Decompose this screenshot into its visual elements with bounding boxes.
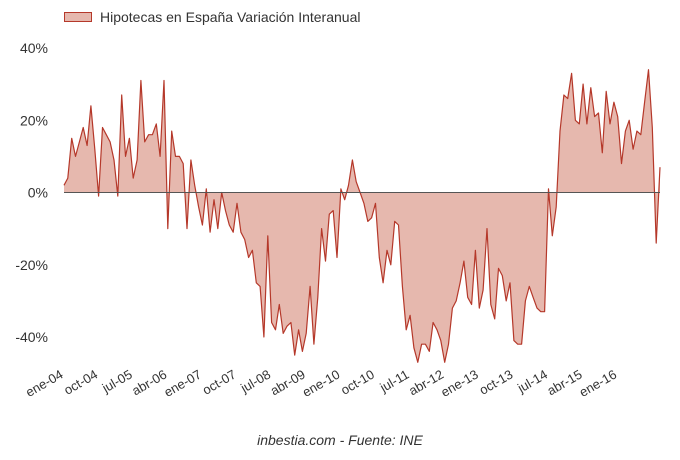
y-tick-label: -40%: [15, 329, 48, 345]
x-tick-label: abr-15: [545, 367, 585, 399]
legend-swatch: [64, 12, 92, 22]
y-tick-label: 20%: [20, 112, 48, 128]
legend: Hipotecas en España Variación Interanual: [64, 9, 360, 25]
x-tick-label: ene-13: [438, 367, 481, 400]
x-tick-label: ene-04: [23, 367, 66, 400]
x-tick-label: ene-16: [577, 367, 620, 400]
x-tick-label: oct-13: [477, 367, 516, 398]
x-tick-label: oct-04: [61, 367, 100, 398]
x-tick-label: jul-11: [376, 367, 411, 396]
x-tick-label: abr-09: [268, 367, 308, 399]
y-tick-label: 0%: [28, 185, 48, 201]
y-axis: 40% 20% 0% -20% -40%: [15, 40, 48, 345]
x-tick-label: jul-08: [237, 367, 273, 396]
x-tick-label: oct-10: [338, 367, 377, 398]
series-area-fill: [64, 69, 660, 363]
x-tick-label: ene-10: [300, 367, 343, 400]
y-tick-label: 40%: [20, 40, 48, 56]
x-tick-label: jul-05: [99, 367, 135, 396]
legend-label: Hipotecas en España Variación Interanual: [100, 9, 361, 25]
y-tick-label: -20%: [15, 257, 48, 273]
x-tick-label: abr-12: [406, 367, 446, 399]
source-caption: inbestia.com - Fuente: INE: [257, 432, 423, 448]
x-tick-label: jul-14: [514, 367, 550, 396]
series-line: [63, 69, 661, 363]
x-tick-label: oct-07: [200, 367, 239, 398]
x-tick-label: abr-06: [129, 367, 169, 399]
series-area-layer: [63, 69, 661, 363]
x-tick-label: ene-07: [161, 367, 204, 400]
